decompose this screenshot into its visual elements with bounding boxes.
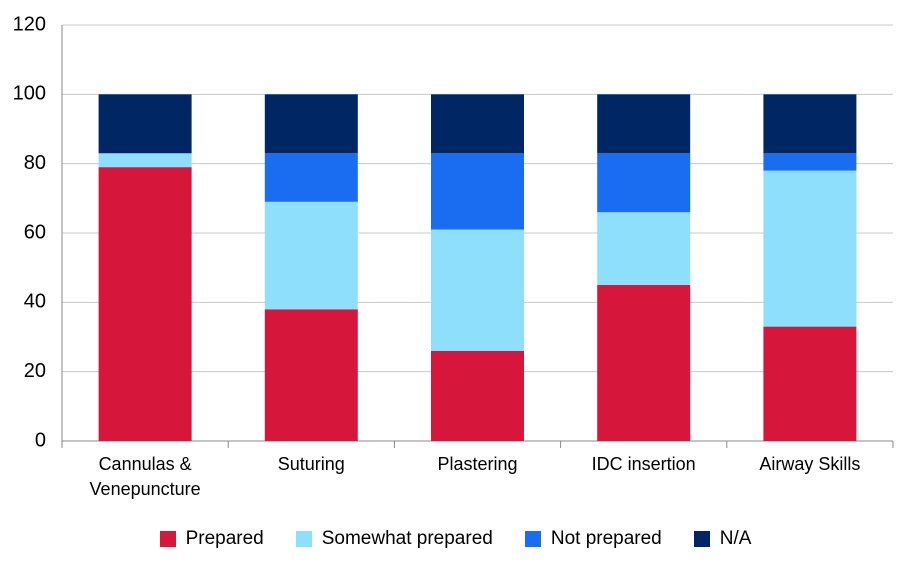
x-tick-label: Suturing [277,454,345,474]
legend-swatch [524,531,541,547]
x-tick-label: Cannulas & Venepuncture [89,454,201,499]
legend-item: Prepared [159,528,264,550]
bar-segment [264,201,358,310]
x-tick-label: Airway Skills [759,454,861,474]
legend-item: N/A [693,528,752,550]
y-tick-label: 120 [13,13,46,35]
x-tick-label: Plastering [437,454,518,474]
legend: Prepared Somewhat prepared Not prepared N/A [0,528,911,550]
bar-segment [264,94,358,154]
legend-label: Prepared [185,528,264,549]
bar-segment [431,229,524,351]
bar-segment [597,153,691,213]
bar-segment [763,326,857,441]
bar-segment [597,285,691,441]
legend-swatch [693,531,710,547]
bar-segment [763,170,857,327]
y-tick-label: 60 [24,221,46,243]
legend-swatch [295,531,312,547]
bar-segment [98,94,192,154]
y-tick-label: 20 [24,360,46,382]
y-tick-label: 40 [24,291,46,313]
bar-segment [264,153,358,202]
legend-label: N/A [719,528,752,549]
y-tick-label: 80 [24,152,46,174]
bar-segment [98,167,192,441]
x-tick-label: IDC insertion [591,454,696,474]
legend-item: Somewhat prepared [295,528,493,550]
bar-segment [431,94,524,154]
legend-label: Somewhat prepared [321,528,493,549]
bar-segment [431,153,524,230]
legend-swatch [159,531,176,547]
legend-item: Not prepared [524,528,662,550]
bar-segment [597,212,691,285]
y-tick-label: 0 [35,429,46,451]
legend-label: Not prepared [550,528,662,549]
bar-segment [763,153,857,171]
bar-segment [431,350,524,441]
bar-segment [98,153,192,168]
bar-segment [264,309,358,441]
bar-segment [763,94,857,154]
bar-segment [597,94,691,154]
y-tick-label: 100 [13,83,46,105]
